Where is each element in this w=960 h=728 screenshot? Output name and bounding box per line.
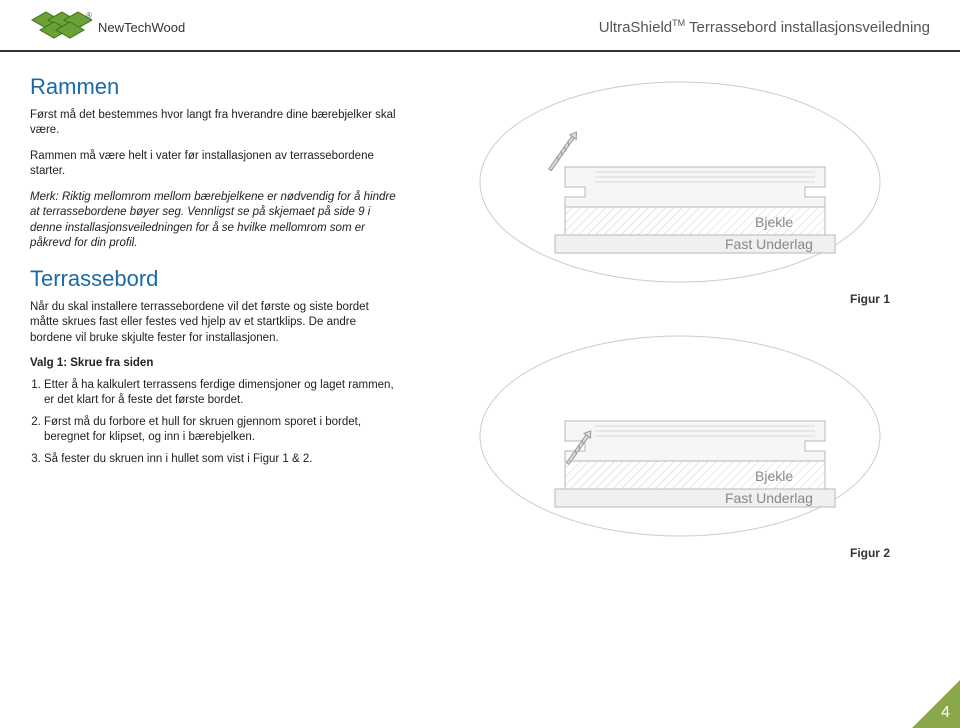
figure-1-caption: Figur 1 [850,292,890,306]
figure-2: Bjekle Fast Underlag Figur 2 [430,326,930,560]
label-bjelke: Bjekle [755,214,793,230]
brand-logo: ® NewTechWood® [30,10,185,44]
page-number-corner: 4 [912,680,960,728]
option-heading: Valg 1: Skrue fra siden [30,356,400,372]
doc-title: UltraShieldTM Terrassebord installasjons… [599,18,930,36]
list-item: Først må du forbore et hull for skruen g… [44,415,400,446]
steps-list: Etter å ha kalkulert terrassens ferdige … [44,378,400,468]
paragraph: Når du skal installere terrassebordene v… [30,300,400,347]
brand-name: NewTechWood® [98,20,185,35]
text-column: Rammen Først må det bestemmes hvor langt… [30,72,400,560]
paragraph: Rammen må være helt i vater før installa… [30,149,400,180]
label-bjelke: Bjekle [755,468,793,484]
section-heading-terrassebord: Terrassebord [30,264,400,294]
diamond-logo-icon: ® [30,10,92,44]
svg-text:®: ® [86,11,92,20]
label-underlag: Fast Underlag [725,236,813,252]
paragraph: Først må det bestemmes hvor langt fra hv… [30,108,400,139]
list-item: Etter å ha kalkulert terrassens ferdige … [44,378,400,409]
section-heading-rammen: Rammen [30,72,400,102]
label-underlag: Fast Underlag [725,490,813,506]
page-number: 4 [941,704,950,722]
note-paragraph: Merk: Riktig mellomrom mellom bærebjelke… [30,190,400,252]
diagram-figure-2: Bjekle Fast Underlag [465,326,895,546]
list-item: Så fester du skruen inn i hullet som vis… [44,452,400,468]
page-header: ® NewTechWood® UltraShieldTM Terrassebor… [0,0,960,52]
page-content: Rammen Først må det bestemmes hvor langt… [0,52,960,560]
figure-1: Bjekle Fast Underlag Figur 1 [430,72,930,306]
figure-column: Bjekle Fast Underlag Figur 1 [430,72,930,560]
diagram-figure-1: Bjekle Fast Underlag [465,72,895,292]
figure-2-caption: Figur 2 [850,546,890,560]
